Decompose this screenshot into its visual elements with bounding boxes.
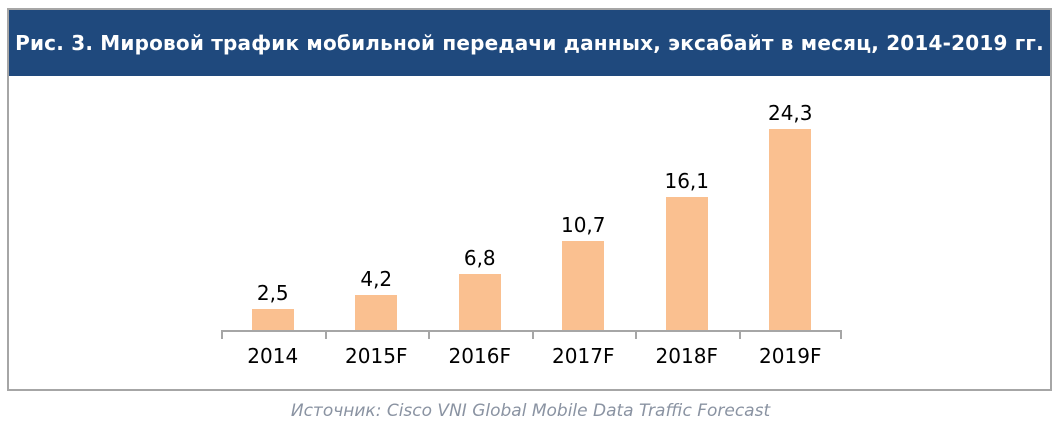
bar-value-label: 6,8 [463,246,496,270]
x-axis-label-2018f: 2018F [655,344,718,368]
bar-2015f [355,295,398,330]
bar-value-label: 4,2 [360,267,393,291]
bar-2014 [251,309,294,330]
x-axis-labels: 2014 2015F 2016F 2017F 2018F 2019F [221,344,842,368]
figure-title-bar: Рис. 3. Мировой трафик мобильной передач… [9,10,1050,76]
bar-group-2014: 2,5 [221,76,325,330]
x-axis-label-2015f: 2015F [345,344,408,368]
x-axis-tick [635,332,637,339]
source-caption: Источник: Cisco VNI Global Mobile Data T… [290,401,771,421]
bar-value-label: 24,3 [767,101,813,125]
bar-group-2019f: 24,3 [739,76,843,330]
bar-2017f [562,241,605,330]
figure-title: Рис. 3. Мировой трафик мобильной передач… [15,31,1044,55]
bar-value-label: 10,7 [560,213,606,237]
bar-group-2018f: 16,1 [635,76,739,330]
x-axis-tick [221,332,223,339]
bar-2018f [665,197,708,330]
bar-value-label: 16,1 [664,169,710,193]
bar-chart-plot-area: 2,5 4,2 6,8 10,7 16,1 24,3 [221,76,843,339]
x-axis-label-2016f: 2016F [448,344,511,368]
x-axis-label-2019f: 2019F [759,344,822,368]
x-axis-tick [840,332,842,339]
x-axis-label-2014: 2014 [247,344,299,368]
bar-2016f [458,274,501,330]
bar-group-2017f: 10,7 [532,76,636,330]
bar-value-label: 2,5 [256,281,289,305]
bar-2019f [769,129,812,330]
x-axis-tick [325,332,327,339]
x-axis-label-2017f: 2017F [552,344,615,368]
bar-group-2016f: 6,8 [428,76,532,330]
x-axis-tick [739,332,741,339]
x-axis-tick [428,332,430,339]
figure-box: Рис. 3. Мировой трафик мобильной передач… [7,8,1052,391]
bar-group-2015f: 4,2 [325,76,429,330]
x-axis-tick [532,332,534,339]
